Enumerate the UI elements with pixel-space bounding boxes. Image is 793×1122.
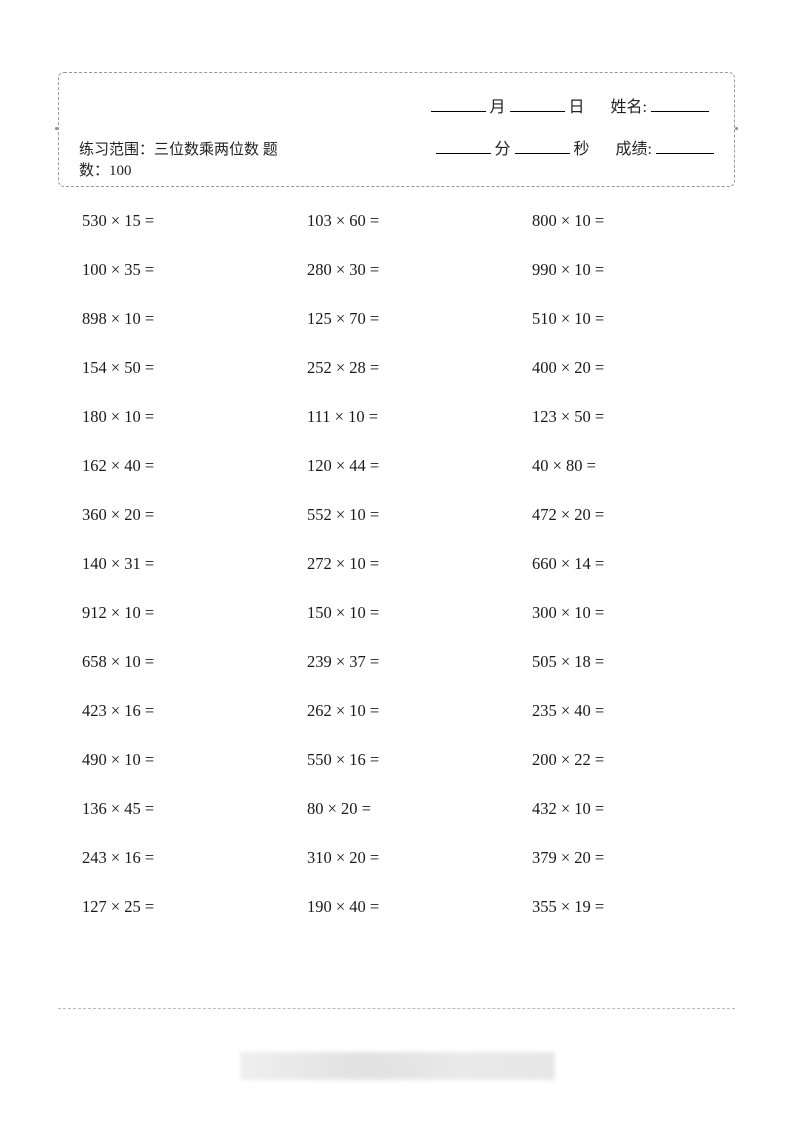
problem-cell: 912 × 10 = [82,603,307,623]
problem-cell: 252 × 28 = [307,358,532,378]
problem-row: 898 × 10 = 125 × 70 = 510 × 10 = [82,303,733,352]
problem-cell: 127 × 25 = [82,897,307,917]
problem-cell: 530 × 15 = [82,211,307,231]
problem-cell: 300 × 10 = [532,603,733,623]
problem-cell: 310 × 20 = [307,848,532,868]
second-blank[interactable] [515,136,570,154]
problem-cell: 432 × 10 = [532,799,733,819]
day-label: 日 [569,93,585,117]
problem-cell: 239 × 37 = [307,652,532,672]
problem-row: 127 × 25 = 190 × 40 = 355 × 19 = [82,891,733,940]
problem-row: 490 × 10 = 550 × 16 = 200 × 22 = [82,744,733,793]
problem-row: 180 × 10 = 111 × 10 = 123 × 50 = [82,401,733,450]
header-row-range-score: 练习范围：三位数乘两位数 题数：100 分 秒 成绩: [79,135,714,182]
problem-cell: 490 × 10 = [82,750,307,770]
date-name-fields: 月 日 姓名: [431,93,709,117]
problem-cell: 180 × 10 = [82,407,307,427]
problem-cell: 200 × 22 = [532,750,733,770]
problem-cell: 550 × 16 = [307,750,532,770]
problem-cell: 423 × 16 = [82,701,307,721]
problem-cell: 552 × 10 = [307,505,532,525]
score-label: 成绩: [616,135,652,159]
minute-label: 分 [495,135,511,159]
problem-cell: 243 × 16 = [82,848,307,868]
footer-watermark [240,1052,555,1080]
time-score-fields: 分 秒 成绩: [436,135,714,159]
problem-cell: 510 × 10 = [532,309,733,329]
problem-row: 136 × 45 = 80 × 20 = 432 × 10 = [82,793,733,842]
day-blank[interactable] [510,94,565,112]
range-text: 练习范围：三位数乘两位数 题数：100 [79,140,279,182]
problem-row: 100 × 35 = 280 × 30 = 990 × 10 = [82,254,733,303]
problem-cell: 990 × 10 = [532,260,733,280]
problem-cell: 400 × 20 = [532,358,733,378]
problem-cell: 235 × 40 = [532,701,733,721]
problem-cell: 262 × 10 = [307,701,532,721]
problem-cell: 355 × 19 = [532,897,733,917]
problem-cell: 800 × 10 = [532,211,733,231]
problem-cell: 658 × 10 = [82,652,307,672]
problem-cell: 140 × 31 = [82,554,307,574]
problem-row: 530 × 15 = 103 × 60 = 800 × 10 = [82,205,733,254]
problem-cell: 103 × 60 = [307,211,532,231]
problem-cell: 136 × 45 = [82,799,307,819]
problem-cell: 40 × 80 = [532,456,733,476]
problem-cell: 125 × 70 = [307,309,532,329]
problem-cell: 379 × 20 = [532,848,733,868]
name-label: 姓名: [611,93,647,117]
problem-cell: 190 × 40 = [307,897,532,917]
problem-cell: 272 × 10 = [307,554,532,574]
problem-cell: 472 × 20 = [532,505,733,525]
problem-cell: 505 × 18 = [532,652,733,672]
footer-divider [58,1008,735,1009]
second-label: 秒 [574,135,590,159]
problem-cell: 123 × 50 = [532,407,733,427]
problem-cell: 80 × 20 = [307,799,532,819]
problem-cell: 360 × 20 = [82,505,307,525]
name-blank[interactable] [651,94,709,112]
header-box: 月 日 姓名: 练习范围：三位数乘两位数 题数：100 分 秒 成绩: [58,72,735,187]
decorative-dot-right [735,127,738,130]
problem-row: 658 × 10 = 239 × 37 = 505 × 18 = [82,646,733,695]
problem-cell: 660 × 14 = [532,554,733,574]
problem-cell: 280 × 30 = [307,260,532,280]
problem-cell: 154 × 50 = [82,358,307,378]
month-blank[interactable] [431,94,486,112]
problem-row: 243 × 16 = 310 × 20 = 379 × 20 = [82,842,733,891]
header-row-date-name: 月 日 姓名: [79,93,714,117]
problem-cell: 111 × 10 = [307,407,532,427]
problem-row: 360 × 20 = 552 × 10 = 472 × 20 = [82,499,733,548]
problem-cell: 898 × 10 = [82,309,307,329]
problem-cell: 150 × 10 = [307,603,532,623]
problem-row: 912 × 10 = 150 × 10 = 300 × 10 = [82,597,733,646]
minute-blank[interactable] [436,136,491,154]
problem-row: 154 × 50 = 252 × 28 = 400 × 20 = [82,352,733,401]
problems-area: 530 × 15 = 103 × 60 = 800 × 10 = 100 × 3… [82,205,733,940]
problem-row: 423 × 16 = 262 × 10 = 235 × 40 = [82,695,733,744]
problem-row: 162 × 40 = 120 × 44 = 40 × 80 = [82,450,733,499]
score-blank[interactable] [656,136,714,154]
month-label: 月 [490,93,506,117]
problem-cell: 100 × 35 = [82,260,307,280]
problem-cell: 120 × 44 = [307,456,532,476]
problem-row: 140 × 31 = 272 × 10 = 660 × 14 = [82,548,733,597]
problem-cell: 162 × 40 = [82,456,307,476]
